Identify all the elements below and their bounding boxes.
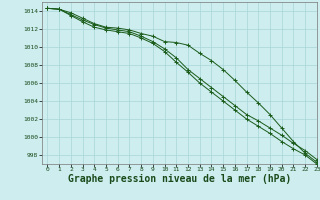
X-axis label: Graphe pression niveau de la mer (hPa): Graphe pression niveau de la mer (hPa)	[68, 174, 291, 184]
